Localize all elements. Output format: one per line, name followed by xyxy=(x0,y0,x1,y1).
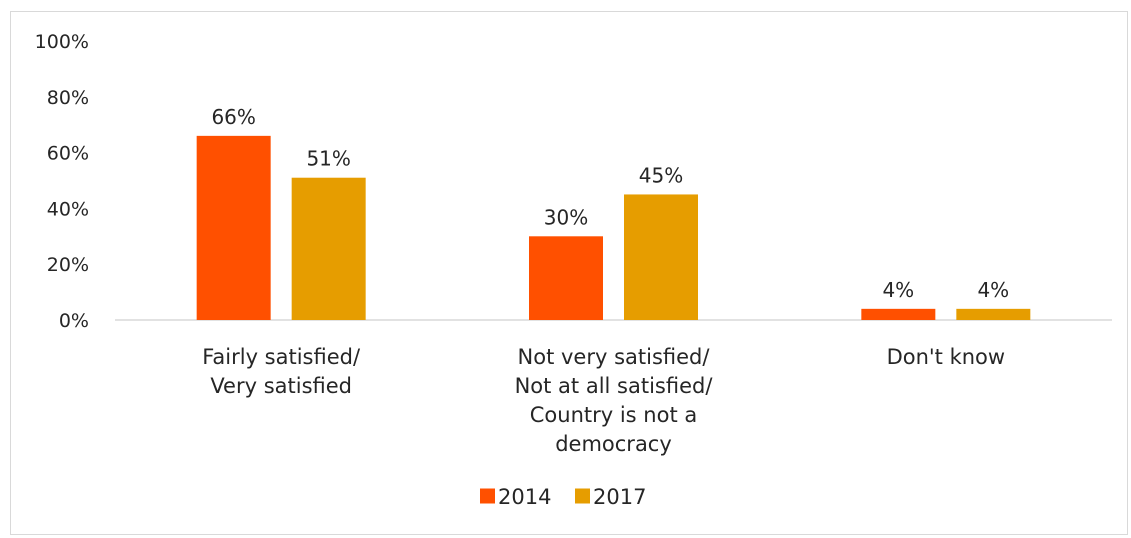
data-label: 66% xyxy=(211,105,255,129)
category-label: Very satisfied xyxy=(210,374,352,398)
y-tick-label: 100% xyxy=(35,31,89,53)
bar-2017 xyxy=(291,177,366,320)
data-label: 45% xyxy=(639,163,683,187)
y-tick-label: 60% xyxy=(47,143,89,165)
category-label: Don't know xyxy=(887,345,1006,369)
category-label: democracy xyxy=(555,432,672,456)
legend-swatch-2014 xyxy=(480,488,495,504)
bar-2014 xyxy=(529,236,603,320)
data-label: 30% xyxy=(544,205,588,229)
y-tick-label: 0% xyxy=(59,310,89,332)
bar-2014 xyxy=(196,135,271,320)
bar-2014 xyxy=(861,308,936,320)
legend-swatch-2017 xyxy=(575,488,590,504)
category-label: Not very satisfied/ xyxy=(518,345,711,369)
data-label: 4% xyxy=(882,278,914,302)
category-label: Not at all satisfied/ xyxy=(515,374,714,398)
data-label: 4% xyxy=(977,278,1009,302)
bar-2017 xyxy=(624,194,698,320)
bar-2017 xyxy=(956,308,1031,320)
y-tick-label: 40% xyxy=(47,198,89,220)
legend-label: 2014 xyxy=(498,485,551,509)
legend-label: 2017 xyxy=(593,485,646,509)
category-label: Fairly satisfied/ xyxy=(202,345,361,369)
category-label: Country is not a xyxy=(530,403,698,427)
y-tick-label: 20% xyxy=(47,254,89,276)
y-tick-label: 80% xyxy=(47,87,89,109)
chart-frame xyxy=(10,11,1128,535)
data-label: 51% xyxy=(306,147,350,171)
